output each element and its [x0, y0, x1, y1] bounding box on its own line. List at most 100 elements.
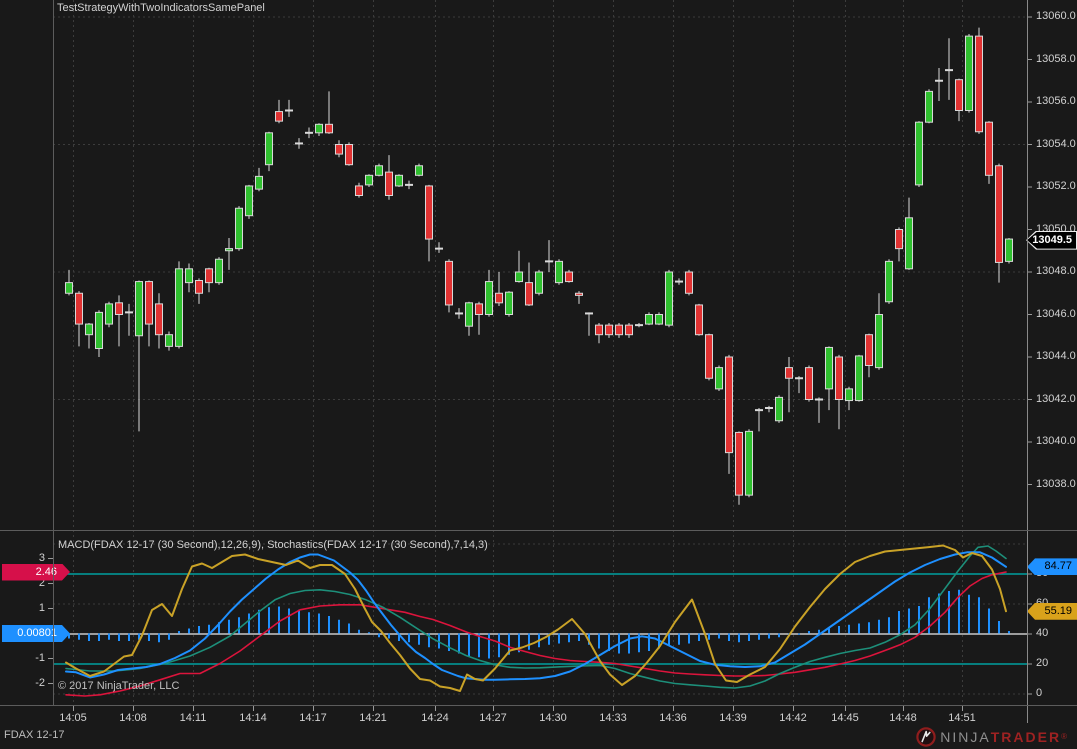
time-tick-label: 14:51: [948, 712, 976, 724]
candle-body: [785, 367, 793, 379]
stochastic-k-value-tag: 55.19: [1027, 602, 1077, 620]
candle-body: [735, 431, 743, 496]
indicator-left-tick-label: 1: [38, 601, 45, 614]
price-tick-label: 13054.0: [1036, 137, 1076, 150]
time-tick-label: 14:48: [889, 712, 917, 724]
candle-body: [475, 303, 483, 315]
copyright-label: © 2017 NinjaTrader, LLC: [58, 680, 180, 692]
candle-body: [445, 260, 453, 306]
candle-body: [615, 324, 623, 336]
candle-body: [525, 282, 533, 306]
candle-body: [695, 304, 703, 336]
candle-body: [185, 268, 193, 284]
macd-avg-line: [65, 571, 1007, 697]
logo-trader-text: TRADER: [990, 729, 1062, 745]
plot-left-border: [53, 0, 54, 705]
candle-body: [225, 248, 233, 252]
macd-diff-value-tag: 0.00801: [2, 625, 70, 642]
candle-body: [235, 207, 243, 250]
candle-body: [395, 174, 403, 187]
last-price-tag-value: 13049.5: [1027, 231, 1076, 249]
candle-body: [65, 282, 73, 294]
candle-body: [845, 388, 853, 402]
candle-body: [595, 324, 603, 336]
candle-body: [665, 271, 673, 326]
candle-body: [155, 303, 163, 336]
time-tick-label: 14:14: [239, 712, 267, 724]
candle-body: [255, 175, 263, 190]
price-tick-label: 13038.0: [1036, 477, 1076, 490]
candle-doji-dash: [585, 312, 593, 315]
candle-body: [565, 271, 573, 283]
time-tick-label: 14:33: [599, 712, 627, 724]
panel-separator[interactable]: [0, 530, 1077, 531]
candle-body: [955, 79, 963, 111]
candle-body: [655, 314, 663, 325]
price-tick-label: 13048.0: [1036, 265, 1076, 277]
time-tick-label: 14:08: [119, 712, 147, 724]
candle-body: [205, 268, 213, 284]
candle-body: [265, 132, 273, 166]
candle-body: [985, 121, 993, 176]
candle-body: [95, 311, 103, 349]
candle-doji-dash: [405, 183, 413, 186]
time-tick-label: 14:21: [359, 712, 387, 724]
candle-body: [315, 123, 323, 134]
price-tick-label: 13040.0: [1036, 435, 1076, 447]
candle-doji-dash: [455, 312, 463, 315]
candle-body: [1005, 238, 1013, 262]
candle-body: [115, 302, 123, 315]
price-tick-label: 13044.0: [1036, 350, 1076, 362]
stochastic-k-line: [65, 544, 1007, 692]
candle-body: [965, 35, 973, 111]
candle-doji-dash: [295, 142, 303, 145]
time-tick-label: 14:30: [539, 712, 567, 724]
stochastic-d-line: [65, 551, 1007, 681]
indicator-left-tick-label: -1: [35, 651, 45, 664]
time-tick-label: 14:17: [299, 712, 327, 724]
time-tick-label: 14:39: [719, 712, 747, 724]
time-tick-label: 14:11: [179, 712, 207, 724]
price-tick-label: 13046.0: [1036, 307, 1076, 320]
candle-body: [75, 292, 83, 325]
candle-doji-dash: [435, 247, 443, 250]
candle-doji-dash: [755, 409, 763, 412]
candle-body: [685, 271, 693, 294]
candle-body: [105, 303, 113, 325]
candle-body: [905, 217, 913, 270]
candle-body: [365, 174, 373, 186]
time-tick-label: 14:24: [421, 712, 449, 724]
candle-doji-dash: [815, 398, 823, 401]
candle-doji-dash: [675, 280, 683, 283]
candle-body: [465, 302, 473, 327]
indicator-panel-label: MACD(FDAX 12-17 (30 Second),12,26,9), St…: [58, 539, 488, 551]
macd-line: [65, 545, 1007, 689]
candle-body: [345, 144, 353, 166]
time-tick-label: 14:36: [659, 712, 687, 724]
candle-doji-dash: [635, 324, 643, 327]
price-tick-label: 13058.0: [1036, 52, 1076, 65]
candle-body: [515, 271, 523, 283]
stochastic-d-value-tag: 84.77: [1027, 558, 1077, 576]
candle-body: [325, 123, 333, 134]
candle-doji-dash: [125, 311, 133, 314]
candle-body: [925, 90, 933, 123]
candle-body: [375, 165, 383, 176]
time-tick-label: 14:45: [831, 712, 859, 724]
last-price-tag: 13049.5: [1026, 230, 1077, 250]
candle-body: [245, 185, 253, 217]
candle-body: [625, 324, 633, 336]
price-tick-label: 13060.0: [1036, 10, 1076, 22]
candle-body: [335, 144, 343, 155]
candle-body: [505, 291, 513, 315]
candle-body: [495, 292, 503, 304]
time-tick-label: 14:05: [59, 712, 87, 724]
candle-body: [875, 314, 883, 369]
candle-body: [915, 121, 923, 186]
candle-body: [195, 280, 203, 294]
candle-body: [415, 165, 423, 176]
strategy-title: TestStrategyWithTwoIndicatorsSamePanel: [57, 2, 265, 14]
candle-body: [215, 258, 223, 284]
